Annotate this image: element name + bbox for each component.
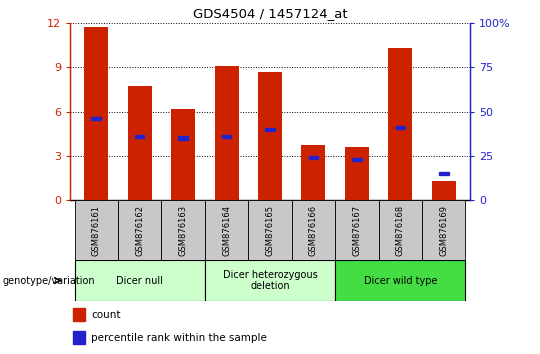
Bar [128, 86, 152, 200]
FancyBboxPatch shape [422, 200, 465, 260]
Text: GSM876161: GSM876161 [92, 205, 101, 256]
Bar [309, 156, 318, 159]
Text: GSM876167: GSM876167 [353, 205, 361, 256]
Bar [84, 28, 108, 200]
Bar [222, 135, 231, 138]
Text: Dicer wild type: Dicer wild type [363, 275, 437, 286]
FancyBboxPatch shape [335, 260, 465, 301]
Text: Dicer heterozygous
deletion: Dicer heterozygous deletion [222, 270, 318, 291]
Bar [301, 145, 326, 200]
FancyBboxPatch shape [292, 200, 335, 260]
FancyBboxPatch shape [248, 200, 292, 260]
FancyBboxPatch shape [118, 200, 161, 260]
Text: GSM876169: GSM876169 [439, 205, 448, 256]
Text: GSM876166: GSM876166 [309, 205, 318, 256]
Bar [388, 48, 412, 200]
Text: genotype/variation: genotype/variation [3, 275, 96, 286]
Text: GSM876164: GSM876164 [222, 205, 231, 256]
Text: count: count [91, 310, 120, 320]
Bar [214, 66, 239, 200]
Title: GDS4504 / 1457124_at: GDS4504 / 1457124_at [193, 7, 347, 21]
Bar [439, 172, 449, 175]
Bar [345, 147, 369, 200]
Bar [265, 127, 275, 131]
Bar [73, 331, 85, 344]
Bar [178, 136, 188, 140]
Bar [432, 181, 456, 200]
FancyBboxPatch shape [75, 260, 205, 301]
FancyBboxPatch shape [335, 200, 379, 260]
Bar [352, 158, 362, 161]
Text: GSM876163: GSM876163 [179, 205, 187, 256]
Text: percentile rank within the sample: percentile rank within the sample [91, 333, 267, 343]
Text: GSM876162: GSM876162 [135, 205, 144, 256]
FancyBboxPatch shape [161, 200, 205, 260]
FancyBboxPatch shape [205, 260, 335, 301]
FancyBboxPatch shape [205, 200, 248, 260]
FancyBboxPatch shape [75, 200, 118, 260]
FancyBboxPatch shape [379, 200, 422, 260]
Bar [73, 308, 85, 321]
Bar [135, 135, 145, 138]
Bar [171, 109, 195, 200]
Text: GSM876168: GSM876168 [396, 205, 405, 256]
Bar [91, 117, 101, 120]
Text: GSM876165: GSM876165 [266, 205, 274, 256]
Bar [395, 126, 405, 129]
Bar [258, 72, 282, 200]
Text: Dicer null: Dicer null [116, 275, 163, 286]
